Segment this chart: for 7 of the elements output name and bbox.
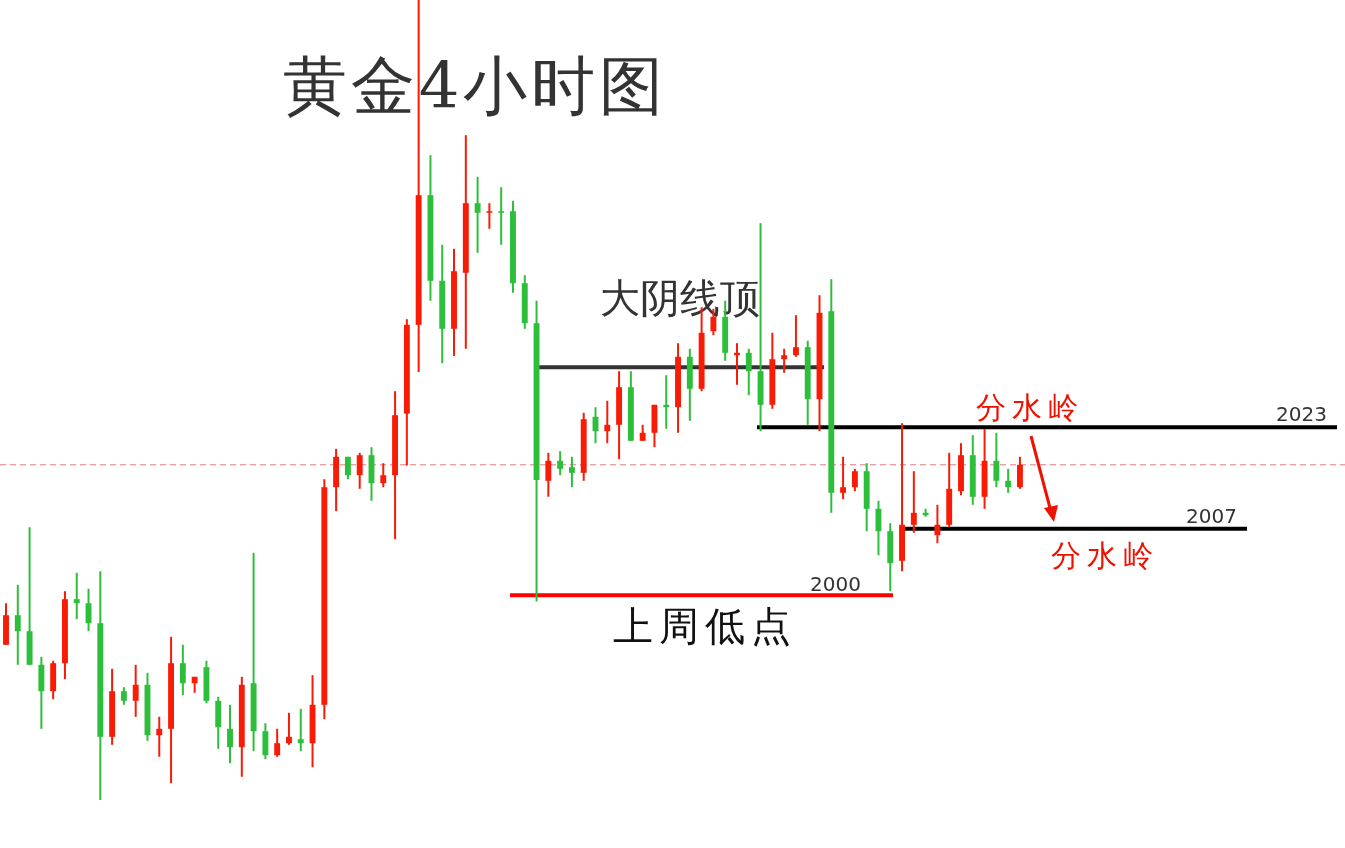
annotation: 2007 [1186,504,1237,528]
annotation: 分水岭 [1051,538,1159,573]
annotation: 上周低点 [613,603,797,649]
title: 黄金4小时图 [282,49,668,123]
annotation: 2000 [810,572,861,596]
annotation: 分水岭 [976,390,1084,425]
annotation: 2023 [1276,402,1327,426]
